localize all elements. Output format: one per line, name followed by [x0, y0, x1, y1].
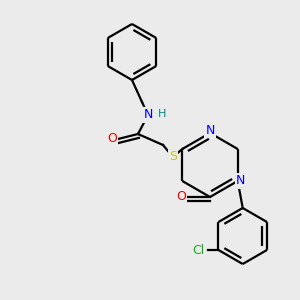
- Text: O: O: [107, 133, 117, 146]
- Text: N: N: [205, 124, 215, 136]
- Text: N: N: [236, 175, 245, 188]
- Text: N: N: [143, 109, 153, 122]
- Text: O: O: [176, 190, 186, 203]
- Text: S: S: [169, 151, 177, 164]
- Text: Cl: Cl: [192, 244, 205, 256]
- Text: H: H: [158, 109, 166, 119]
